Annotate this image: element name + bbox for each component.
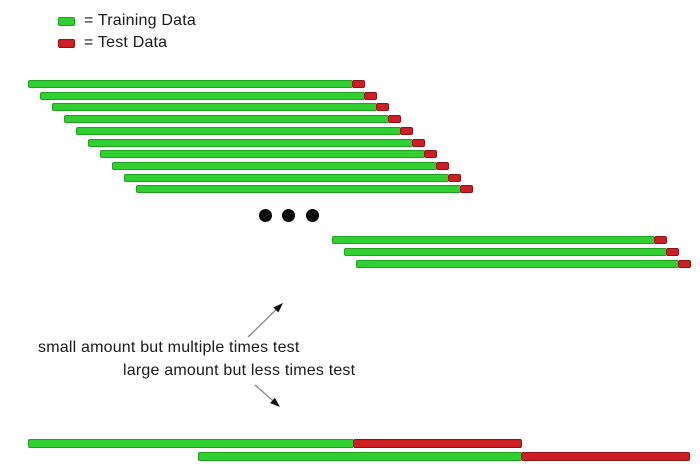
test-segment <box>460 185 473 193</box>
train-test-bar <box>124 174 461 182</box>
train-test-bar <box>112 162 449 170</box>
train-test-bar <box>198 452 690 461</box>
test-segment <box>364 92 377 100</box>
test-segment <box>412 139 425 147</box>
arrow-head-icon <box>273 303 283 313</box>
arrow-shaft <box>254 384 273 401</box>
train-test-bar <box>136 185 473 193</box>
train-test-bar <box>356 260 691 268</box>
train-test-bar <box>332 236 667 244</box>
training-segment <box>136 185 460 193</box>
test-segment <box>424 150 437 158</box>
training-segment <box>88 139 412 147</box>
training-segment <box>124 174 448 182</box>
training-segment <box>332 236 654 244</box>
training-segment <box>100 150 424 158</box>
test-segment <box>353 439 522 448</box>
arrow-shaft <box>247 309 277 338</box>
train-test-bar <box>52 103 389 111</box>
training-segment <box>344 248 666 256</box>
legend-item-test: = Test Data <box>58 32 196 54</box>
test-segment <box>400 127 413 135</box>
test-segment <box>678 260 691 268</box>
test-data-swatch-icon <box>58 38 75 48</box>
training-segment <box>76 127 400 135</box>
ellipsis-dot <box>258 208 272 222</box>
train-test-bar <box>40 92 377 100</box>
training-segment <box>198 452 521 461</box>
training-segment <box>40 92 364 100</box>
test-segment <box>666 248 679 256</box>
test-segment <box>352 80 365 88</box>
train-test-bar <box>28 439 522 448</box>
train-test-bar <box>28 80 365 88</box>
train-test-bar <box>76 127 413 135</box>
test-segment <box>654 236 667 244</box>
training-segment <box>52 103 376 111</box>
legend: = Training Data = Test Data <box>58 10 196 54</box>
train-test-bar <box>344 248 679 256</box>
annotation-small-amount: small amount but multiple times test <box>38 339 300 356</box>
training-segment <box>28 439 353 448</box>
train-test-bar <box>100 150 437 158</box>
test-segment <box>448 174 461 182</box>
training-segment <box>356 260 678 268</box>
arrow-head-icon <box>270 397 280 407</box>
training-data-swatch-icon <box>58 16 75 26</box>
test-segment <box>388 115 401 123</box>
training-segment <box>28 80 352 88</box>
test-segment <box>376 103 389 111</box>
train-test-bar <box>88 139 425 147</box>
test-segment <box>436 162 449 170</box>
train-test-bar <box>64 115 401 123</box>
training-segment <box>64 115 388 123</box>
ellipsis-dot <box>281 208 295 222</box>
ellipsis-dot <box>305 208 319 222</box>
test-segment <box>521 452 690 461</box>
legend-item-training: = Training Data <box>58 10 196 32</box>
annotation-large-amount: large amount but less times test <box>123 362 356 379</box>
training-segment <box>112 162 436 170</box>
legend-label-training: = Training Data <box>84 12 196 29</box>
legend-label-test: = Test Data <box>84 34 168 51</box>
